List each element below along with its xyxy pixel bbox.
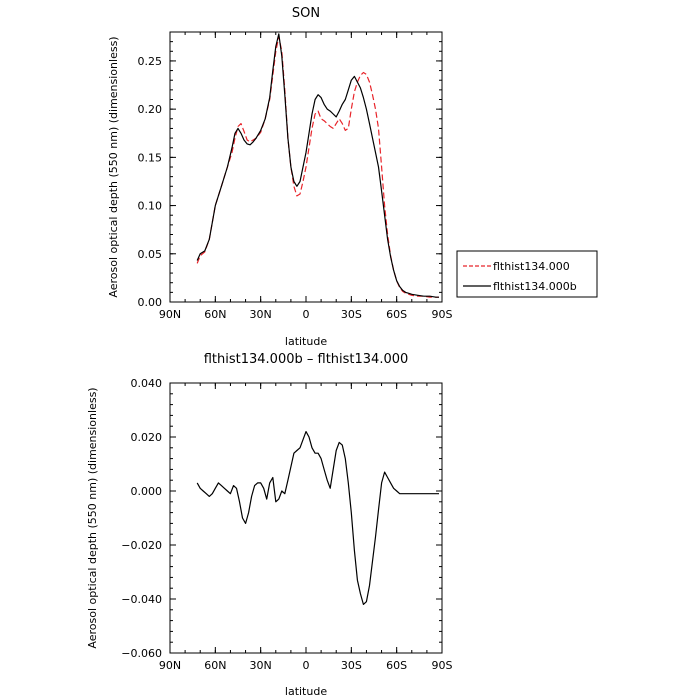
series-line-2 xyxy=(196,33,439,298)
y-tick-label: 0.000 xyxy=(131,485,163,498)
x-tick-label: 90N xyxy=(159,308,181,321)
y-tick-label: 0.00 xyxy=(138,296,163,309)
chart-panel-2: 90N 60N 30N 0 30S 60S 90S −0.060 −0.040 −0.020 0.0… xyxy=(86,352,453,698)
x-tick-label: 30S xyxy=(341,308,362,321)
chart-title: SON xyxy=(292,6,320,21)
legend-label-1: flthist134.000 xyxy=(493,260,570,273)
x-axis-label: latitude xyxy=(285,685,327,698)
x-tick-label: 90N xyxy=(159,659,181,672)
chart-title: flthist134.000b – flthist134.000 xyxy=(204,352,409,367)
y-axis-label: Aerosol optical depth (550 nm) (dimensio… xyxy=(86,387,99,648)
y-tick-label: −0.040 xyxy=(121,593,162,606)
y-tick-label: 0.10 xyxy=(138,200,163,213)
x-axis-label: latitude xyxy=(285,335,327,348)
x-tick-label: 30N xyxy=(250,659,272,672)
x-tick-label: 0 xyxy=(303,659,310,672)
legend-label-2: flthist134.000b xyxy=(493,280,577,293)
y-tick-label: −0.020 xyxy=(121,539,162,552)
x-tick-label: 60S xyxy=(386,659,407,672)
x-tick-label: 30S xyxy=(341,659,362,672)
y-tick-label: 0.15 xyxy=(138,151,163,164)
y-tick-label: 0.05 xyxy=(138,248,163,261)
x-tick-label: 90S xyxy=(432,308,453,321)
x-tick-label: 30N xyxy=(250,308,272,321)
series-line-1 xyxy=(196,431,439,606)
y-tick-label: 0.040 xyxy=(131,377,163,390)
x-tick-label: 60S xyxy=(386,308,407,321)
plot-frame xyxy=(169,382,443,654)
y-tick-label: 0.25 xyxy=(138,55,163,68)
x-tick-label: 60N xyxy=(204,308,226,321)
chart-panel-1: 90N 60N 30N 0 30S 60S 90S 0.00 0.05 0.10 0.15 0.20 0… xyxy=(107,6,598,348)
legend: flthist134.000 flthist134.000b xyxy=(456,250,598,298)
x-tick-label: 60N xyxy=(204,659,226,672)
x-tick-label: 90S xyxy=(432,659,453,672)
y-tick-label: −0.060 xyxy=(121,647,162,660)
y-tick-label: 0.020 xyxy=(131,431,163,444)
y-axis-label: Aerosol optical depth (550 nm) (dimensio… xyxy=(107,36,120,297)
legend-frame xyxy=(456,250,598,298)
series-line-1 xyxy=(196,36,439,298)
y-tick-label: 0.20 xyxy=(138,103,163,116)
x-tick-label: 0 xyxy=(303,308,310,321)
